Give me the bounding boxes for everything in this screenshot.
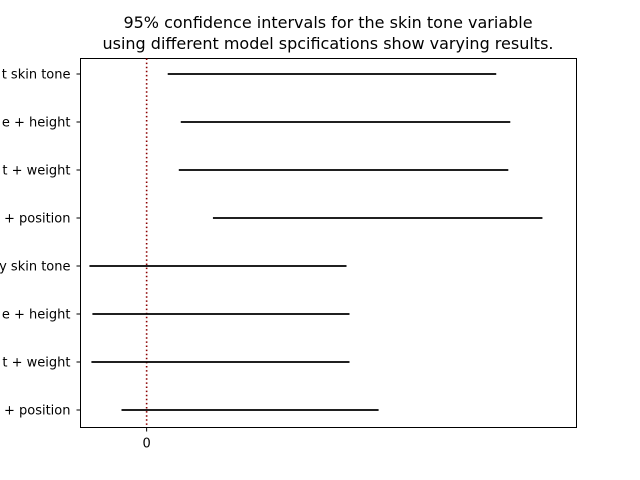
- y-tick-label-2: e + height: [2, 116, 71, 131]
- x-axis-ticks: 0: [142, 427, 151, 452]
- axes-frame: [80, 58, 577, 428]
- y-axis-ticks: t skin tone e + height t + weight + positio…: [0, 68, 81, 419]
- y-tick-label-7: t + weight: [2, 356, 70, 371]
- y-tick-label-5: y skin tone: [0, 260, 71, 275]
- plot-area: t skin tone e + height t + weight + positio…: [0, 58, 577, 452]
- y-tick-label-6: e + height: [2, 308, 71, 323]
- chart-title-line-1: 95% confidence intervals for the skin to…: [123, 13, 532, 32]
- y-tick-label-4: + position: [4, 212, 71, 227]
- interval-layer: [89, 73, 543, 411]
- chart-title-line-2: using different model spcifications show…: [102, 34, 553, 53]
- y-tick-label-1: t skin tone: [2, 68, 71, 83]
- y-tick-label-8: + position: [4, 404, 71, 419]
- y-tick-label-3: t + weight: [2, 164, 70, 179]
- x-tick-label-1: 0: [142, 437, 150, 452]
